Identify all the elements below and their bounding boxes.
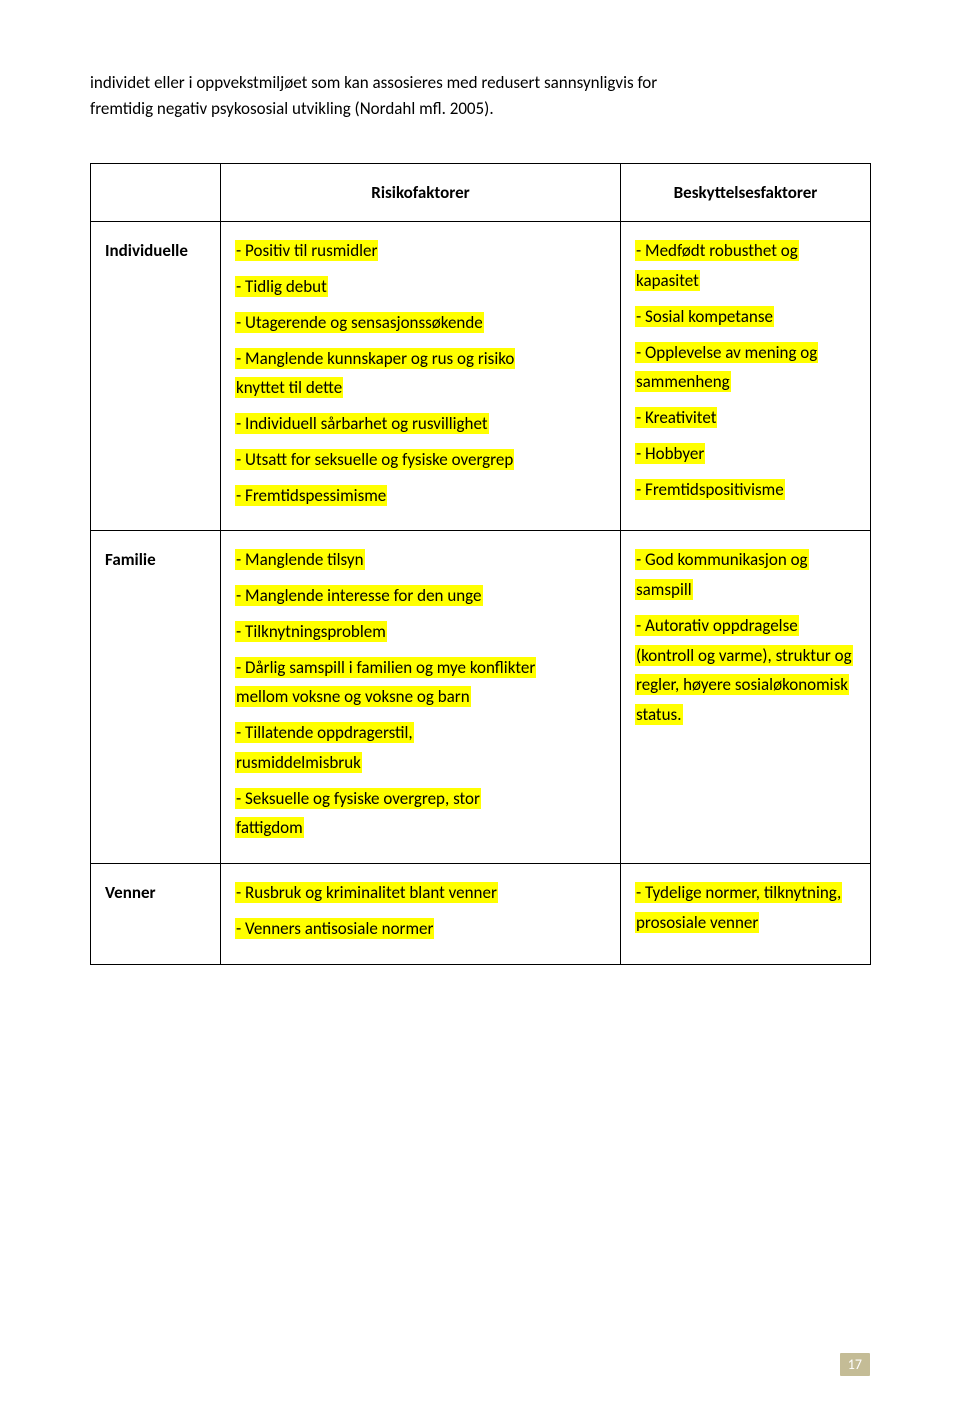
prot-item: samspill bbox=[635, 579, 693, 600]
cell-familie-prot: - God kommunikasjon og samspill - Autora… bbox=[621, 531, 871, 864]
prot-item: - Hobbyer bbox=[635, 443, 705, 464]
risk-item: - Utagerende og sensasjonssøkende bbox=[235, 312, 484, 333]
risk-item: fattigdom bbox=[235, 817, 304, 838]
risk-item: - Individuell sårbarhet og rusvillighet bbox=[235, 413, 489, 434]
risk-item: - Manglende kunnskaper og rus og risiko bbox=[235, 348, 515, 369]
cell-familie-label: Familie bbox=[91, 531, 221, 864]
risk-item: - Tidlig debut bbox=[235, 276, 328, 297]
table-header-row: Risikofaktorer Beskyttelsesfaktorer bbox=[91, 163, 871, 222]
header-risk-text: Risikofaktorer bbox=[371, 182, 469, 203]
prot-item: prososiale venner bbox=[635, 912, 759, 933]
risk-item: - Fremtidspessimisme bbox=[235, 485, 387, 506]
prot-item: sammenheng bbox=[635, 371, 731, 392]
prot-item: status. bbox=[635, 704, 683, 725]
risk-item: knyttet til dette bbox=[235, 377, 343, 398]
header-prot: Beskyttelsesfaktorer bbox=[621, 163, 871, 222]
page-number: 17 bbox=[840, 1353, 870, 1376]
cell-familie-risk: - Manglende tilsyn - Manglende interesse… bbox=[221, 531, 621, 864]
cell-individuelle-risk: - Positiv til rusmidler - Tidlig debut -… bbox=[221, 222, 621, 531]
prot-item: - God kommunikasjon og bbox=[635, 549, 809, 570]
risk-item: - Tillatende oppdragerstil, bbox=[235, 722, 414, 743]
prot-item: - Tydelige normer, tilknytning, bbox=[635, 882, 842, 903]
prot-item: - Medfødt robusthet og bbox=[635, 240, 799, 261]
row-individuelle: Individuelle - Positiv til rusmidler - T… bbox=[91, 222, 871, 531]
risk-item: rusmiddelmisbruk bbox=[235, 752, 362, 773]
risk-item: - Manglende interesse for den unge bbox=[235, 585, 483, 606]
cell-venner-prot: - Tydelige normer, tilknytning, prososia… bbox=[621, 864, 871, 965]
header-prot-text: Beskyttelsesfaktorer bbox=[674, 182, 818, 203]
label-individuelle: Individuelle bbox=[105, 240, 188, 261]
prot-item: - Autorativ oppdragelse bbox=[635, 615, 799, 636]
prot-item: regler, høyere sosialøkonomisk bbox=[635, 674, 849, 695]
risk-item: - Manglende tilsyn bbox=[235, 549, 365, 570]
risk-item: - Dårlig samspill i familien og mye konf… bbox=[235, 657, 536, 678]
prot-item: - Sosial kompetanse bbox=[635, 306, 774, 327]
risk-item: - Venners antisosiale normer bbox=[235, 918, 434, 939]
risk-item: - Positiv til rusmidler bbox=[235, 240, 378, 261]
cell-individuelle-prot: - Medfødt robusthet og kapasitet - Sosia… bbox=[621, 222, 871, 531]
intro-paragraph: individet eller i oppvekstmiljøet som ka… bbox=[90, 70, 870, 123]
header-blank bbox=[91, 163, 221, 222]
risk-item: - Utsatt for seksuelle og fysiske overgr… bbox=[235, 449, 514, 470]
cell-venner-risk: - Rusbruk og kriminalitet blant venner -… bbox=[221, 864, 621, 965]
risk-item: - Tilknytningsproblem bbox=[235, 621, 387, 642]
prot-item: - Fremtidspositivisme bbox=[635, 479, 785, 500]
label-venner: Venner bbox=[105, 882, 156, 903]
risk-factors-table: Risikofaktorer Beskyttelsesfaktorer Indi… bbox=[90, 163, 871, 965]
label-familie: Familie bbox=[105, 549, 156, 570]
cell-individuelle-label: Individuelle bbox=[91, 222, 221, 531]
row-venner: Venner - Rusbruk og kriminalitet blant v… bbox=[91, 864, 871, 965]
cell-venner-label: Venner bbox=[91, 864, 221, 965]
intro-line-2: fremtidig negativ psykososial utvikling … bbox=[90, 98, 494, 119]
intro-line-1: individet eller i oppvekstmiljøet som ka… bbox=[90, 72, 657, 93]
prot-item: (kontroll og varme), struktur og bbox=[635, 645, 853, 666]
prot-item: kapasitet bbox=[635, 270, 700, 291]
header-risk: Risikofaktorer bbox=[221, 163, 621, 222]
page-container: individet eller i oppvekstmiljøet som ka… bbox=[0, 0, 960, 1406]
prot-item: - Opplevelse av mening og bbox=[635, 342, 818, 363]
risk-item: mellom voksne og voksne og barn bbox=[235, 686, 471, 707]
row-familie: Familie - Manglende tilsyn - Manglende i… bbox=[91, 531, 871, 864]
risk-item: - Seksuelle og fysiske overgrep, stor bbox=[235, 788, 481, 809]
prot-item: - Kreativitet bbox=[635, 407, 717, 428]
risk-item: - Rusbruk og kriminalitet blant venner bbox=[235, 882, 498, 903]
